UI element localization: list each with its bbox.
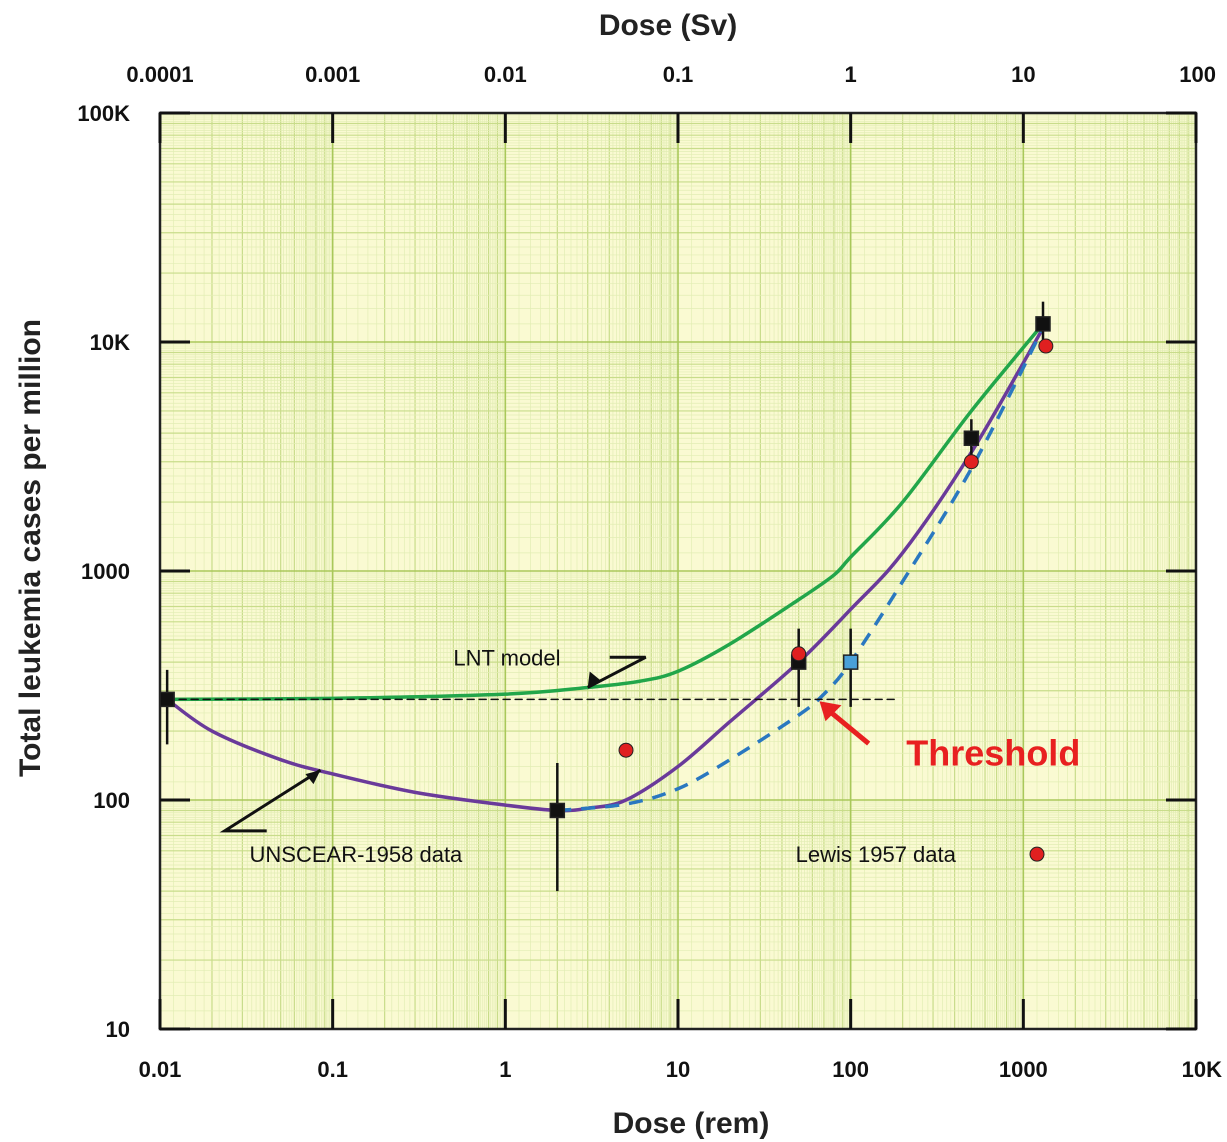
lnt-model-arrowhead [587,671,601,688]
x2-tick-label: 1 [845,62,857,87]
unscear-arrowhead [305,770,321,785]
circle-marker [791,646,807,662]
unscear-arrow [219,768,322,833]
lnt-model-label: LNT model [453,645,560,670]
axis-ticks [158,111,1198,1031]
x2-tick-label: 0.001 [305,62,360,87]
x-tick-label: 10K [1182,1057,1222,1082]
circle-marker [618,742,634,758]
bottom-axis-title: Dose (rem) [613,1107,770,1140]
lewis-label: Lewis 1957 data [796,842,957,867]
x-tick-label: 1000 [999,1057,1048,1082]
threshold-label: Threshold [906,732,1080,773]
square-marker [1035,316,1051,332]
threshold-dashed-curve [557,327,1045,813]
tick-labels: 0.01 0.1 1 10 100 1000 10K 0.0001 0.001 0.01 0.1 1 1… [77,62,1222,1082]
x-tick-label: 100 [832,1057,869,1082]
square-marker [549,802,566,819]
x-tick-label: 0.1 [317,1057,348,1082]
y-tick-label: 1000 [81,559,130,584]
threshold-arrowhead [819,701,842,722]
circle-marker [1038,338,1054,354]
circle-marker [963,454,979,470]
y-tick-label: 100 [93,788,130,813]
square-marker [842,654,859,670]
x2-tick-label: 0.01 [484,62,527,87]
lnt-model-curve [165,322,1045,702]
y-axis-title: Total leukemia cases per million [14,319,47,777]
x-tick-label: 0.01 [139,1057,182,1082]
threshold-arrow [827,709,871,746]
y-tick-label: 10K [90,330,130,355]
x2-tick-label: 100 [1179,62,1216,87]
y-tick-label: 100K [77,101,130,126]
annotations: LNT model UNSCEAR-1958 data Lewis 1957 dat… [219,645,1080,867]
square-marker [159,691,175,708]
x2-tick-label: 10 [1011,62,1035,87]
top-axis-title: Dose (Sv) [599,9,737,42]
x2-tick-label: 0.0001 [126,62,193,87]
square-marker [963,430,980,446]
x2-tick-label: 0.1 [663,62,694,87]
x-tick-label: 10 [666,1057,690,1082]
lewis-legend-marker [1029,846,1045,862]
series-points [159,301,1054,892]
unscear-label: UNSCEAR-1958 data [250,842,464,867]
lnt-model-arrow [587,655,647,689]
y-tick-label: 10 [106,1017,130,1042]
x-tick-label: 1 [499,1057,511,1082]
